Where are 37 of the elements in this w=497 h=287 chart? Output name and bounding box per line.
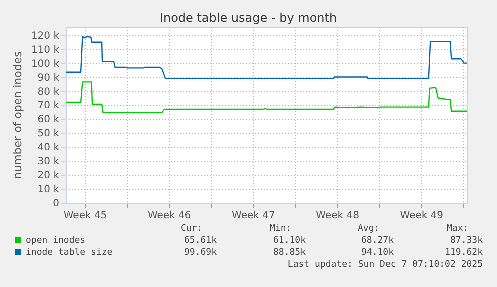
text: Avg: bbox=[358, 224, 380, 234]
y-tick-label: 110 k bbox=[31, 44, 60, 56]
text: 94.10k bbox=[361, 248, 395, 258]
text: Cur: bbox=[181, 224, 203, 234]
text: 65.61k bbox=[184, 236, 218, 246]
text: Min: bbox=[270, 224, 292, 234]
text: 88.85k bbox=[273, 248, 307, 258]
text: 87.33k bbox=[450, 236, 484, 246]
text: 68.27k bbox=[361, 236, 395, 246]
legend-label: inode table size bbox=[26, 248, 113, 258]
text: 61.10k bbox=[273, 236, 307, 246]
chart-title: Inode table usage - by month bbox=[160, 11, 338, 25]
text: Max: bbox=[447, 224, 469, 234]
y-tick-label: 60 k bbox=[38, 114, 60, 126]
y-tick-label: 120 k bbox=[31, 30, 60, 42]
x-tick-label: Week 47 bbox=[232, 210, 276, 222]
y-tick-label: 30 k bbox=[38, 156, 60, 168]
x-tick-label: Week 48 bbox=[316, 210, 360, 222]
text: 119.62k bbox=[445, 248, 484, 258]
y-tick-label: 70 k bbox=[38, 100, 60, 112]
y-tick-label: 80 k bbox=[38, 86, 60, 98]
legend-label: open inodes bbox=[26, 236, 86, 246]
y-tick-label: 20 k bbox=[38, 170, 60, 182]
y-tick-label: 50 k bbox=[38, 128, 60, 140]
y-tick-label: 10 k bbox=[38, 184, 60, 196]
line-series bbox=[65, 82, 468, 114]
y-tick-label: 100 k bbox=[31, 58, 60, 70]
text: 99.69k bbox=[184, 248, 218, 258]
y-axis-title: number of open inodes bbox=[11, 51, 24, 180]
y-tick-label: 90 k bbox=[38, 72, 60, 84]
y-tick-label: 40 k bbox=[38, 142, 60, 154]
x-tick-label: Week 45 bbox=[64, 210, 108, 222]
text: Last update: Sun Dec 7 07:10:02 2025 bbox=[288, 260, 483, 270]
x-tick-label: Week 49 bbox=[400, 210, 444, 222]
x-tick-label: Week 46 bbox=[148, 210, 192, 222]
line-series bbox=[65, 36, 468, 80]
y-tick-label: 0 bbox=[53, 198, 60, 210]
